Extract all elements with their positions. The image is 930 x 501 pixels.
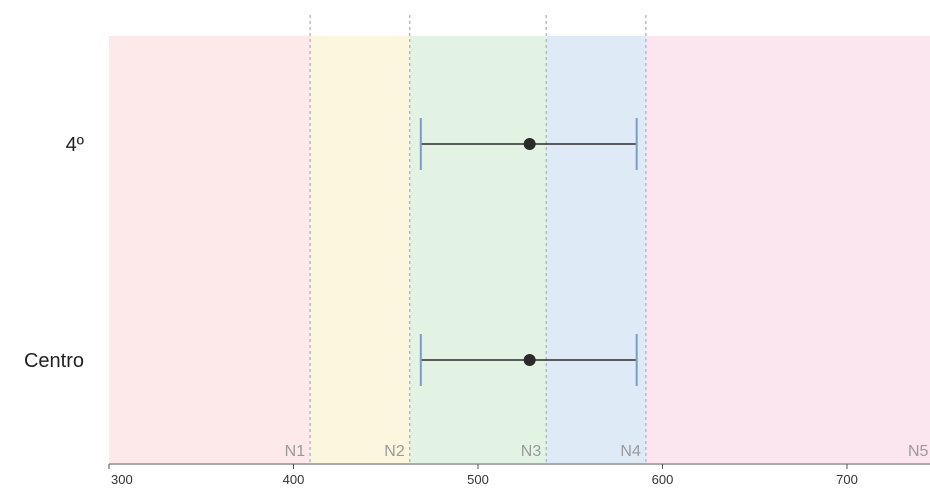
band-label-3: N3 <box>521 443 542 460</box>
band-label-1: N1 <box>285 443 306 460</box>
category-labels: 4º Centro <box>24 134 85 372</box>
estimate-point-0 <box>523 138 536 150</box>
estimate-row-0 <box>419 118 638 170</box>
band-1 <box>310 36 410 463</box>
x-tick-label-0: 300 <box>111 472 133 487</box>
band-label-4: N4 <box>620 443 641 460</box>
band-labels: N1 N2 N3 N4 N5 <box>285 443 929 460</box>
estimate-point-1 <box>523 354 536 366</box>
category-label-1: Centro <box>24 350 84 372</box>
band-label-end: N5 <box>908 443 929 460</box>
x-tick-label-4: 700 <box>836 472 858 487</box>
x-tick-label-1: 400 <box>283 472 305 487</box>
level-cutoff-lines <box>309 15 647 463</box>
x-axis: 300 400 500 600 700 <box>108 463 930 487</box>
performance-bands <box>109 36 930 463</box>
band-0 <box>109 36 311 463</box>
x-tick-label-2: 500 <box>467 472 489 487</box>
estimate-row-1 <box>419 334 638 386</box>
band-2 <box>409 36 547 463</box>
x-tick-label-3: 600 <box>652 472 674 487</box>
band-3 <box>546 36 646 463</box>
band-4 <box>645 36 930 463</box>
category-label-0: 4º <box>66 134 85 156</box>
band-label-2: N2 <box>384 443 405 460</box>
estimates <box>419 118 638 386</box>
